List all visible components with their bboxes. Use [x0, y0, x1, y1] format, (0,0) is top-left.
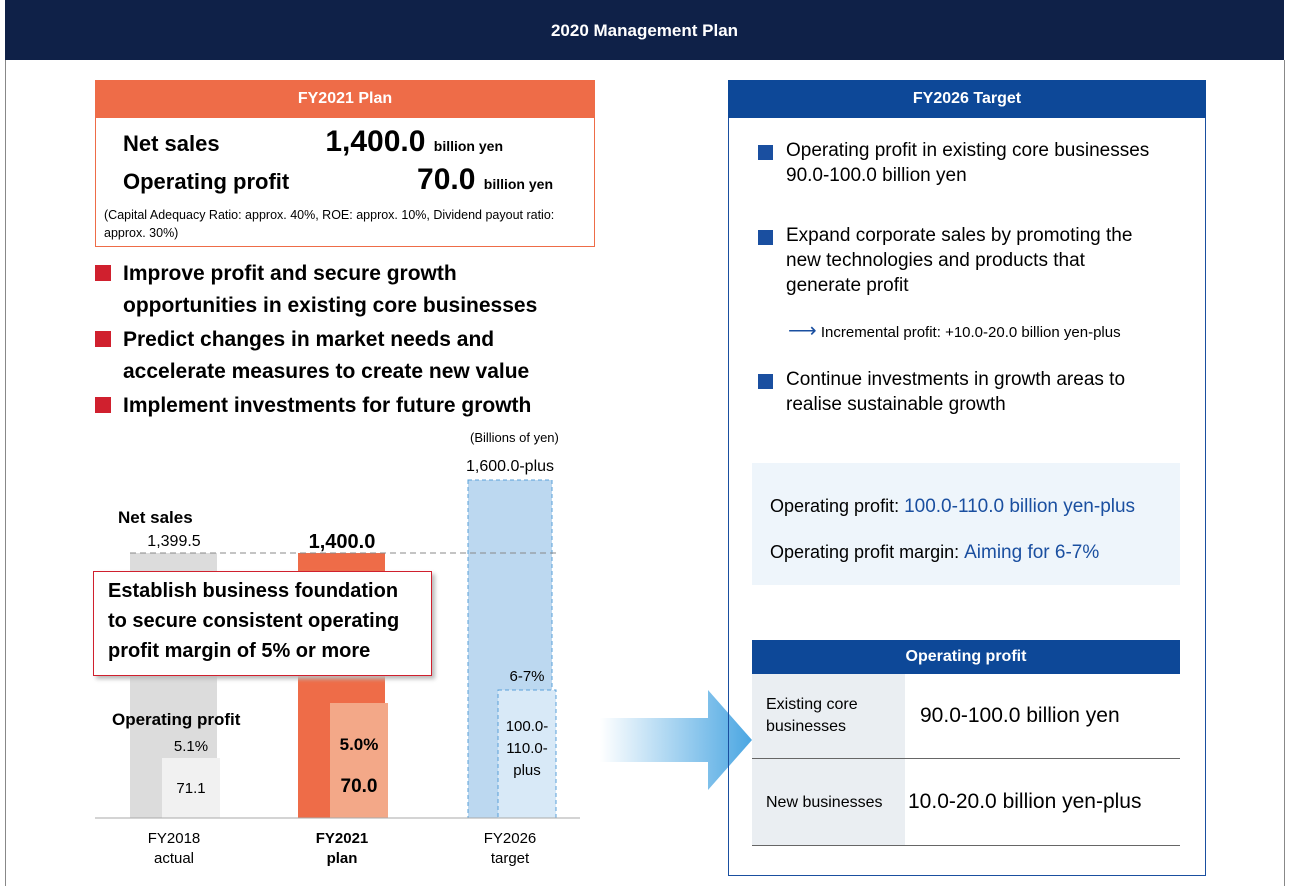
bullet-text: Implement investments for future growth [123, 394, 532, 417]
margin-label: 6-7% [509, 668, 545, 685]
net-sales-label: 1,400.0 [308, 531, 376, 553]
bullet-text: Operating profit in existing core busine… [786, 140, 1150, 161]
op-bar-fy2018 [162, 758, 220, 818]
bullet-text: Improve profit and secure growth opportu… [123, 262, 538, 317]
callout-line: Establish business foundation [108, 580, 399, 602]
op-label: 100.0- [505, 718, 549, 735]
op-label: 70.0 [340, 776, 378, 797]
plan-unit: billion yen [433, 138, 503, 154]
header-bar [5, 0, 1284, 60]
plan-unit: billion yen [483, 176, 553, 192]
frame [5, 60, 1285, 886]
table-label-column [752, 674, 905, 845]
bullet-square [758, 145, 773, 160]
plan-number: 70.0 [417, 163, 476, 196]
arrow [600, 690, 752, 790]
summary: Operating profit margin: Aiming for 6-7% [770, 542, 1099, 564]
header-title: 2020 Management Plan [550, 21, 739, 40]
op-label: plus [513, 762, 541, 779]
net-sales-label: 1,399.5 [147, 533, 201, 550]
bullet-text: new technologies and products that [786, 250, 1085, 271]
op-label: 110.0- [506, 740, 548, 757]
summary: Operating profit: 100.0-110.0 billion ye… [770, 496, 1135, 518]
bullet-text: Predict changes in market needs and acce… [123, 328, 530, 383]
table-rule [752, 845, 1180, 846]
margin-label: 5.1% [173, 738, 209, 755]
plan-value: 1,400.0 billion yen [325, 124, 503, 164]
bullet-text: Continue investments in growth areas to [786, 369, 1126, 390]
bullet-text: Expand corporate sales by promoting the [786, 225, 1133, 246]
category-label: actual [153, 850, 195, 867]
bullet-text: generate profit [786, 275, 909, 296]
summary-label: Operating profit: [770, 496, 905, 516]
bullet-square [95, 397, 111, 413]
bullet-square [95, 331, 111, 347]
category-label: target [490, 850, 530, 867]
table-cell: 90.0-100.0 billion yen [920, 704, 1120, 727]
category-label: FY2021 [315, 830, 369, 847]
plan-number: 1,400.0 [325, 125, 426, 158]
category-label: FY2026 [483, 830, 537, 847]
incremental: ⟶ Incremental profit: +10.0-20.0 billion… [788, 320, 1121, 344]
bullet-square [758, 374, 773, 389]
summary-value: Aiming for 6-7% [964, 542, 1100, 563]
plan-title: FY2021 Plan [95, 80, 595, 118]
bullet-text: realise sustainable growth [786, 394, 1006, 415]
op-label: 71.1 [176, 780, 206, 797]
bullet-text: 90.0-100.0 billion yen [786, 165, 967, 186]
arrow-icon: ⟶ [788, 320, 817, 342]
table-cell: Existing core businesses [766, 696, 858, 735]
plan-value: 70.0 billion yen [417, 162, 553, 202]
bullet-square [95, 265, 111, 281]
callout-line: to secure consistent operating [108, 610, 400, 632]
op-bar-fy2026 [497, 689, 557, 819]
series-label: Operating profit [112, 710, 241, 729]
series-label: Net sales [118, 508, 193, 527]
op-bar-fy2021 [330, 703, 388, 818]
net-sales-label: 1,600.0-plus [465, 458, 555, 475]
plan-label: Operating profit [123, 169, 290, 194]
table-cell: New businesses [766, 794, 883, 811]
summary-box [752, 463, 1180, 585]
plan-note: (Capital Adequacy Ratio: approx. 40%, RO… [104, 208, 555, 240]
incremental-text: Incremental profit: +10.0-20.0 billion y… [820, 324, 1121, 341]
category-label: FY2018 [147, 830, 201, 847]
callout-line: profit margin of 5% or more [108, 640, 371, 662]
summary-label: Operating profit margin: [770, 542, 965, 562]
plan-label: Net sales [123, 131, 220, 156]
target-title: FY2026 Target [728, 80, 1206, 118]
unit-note: (Billions of yen) [470, 430, 559, 445]
table-rule [752, 758, 1180, 759]
table-cell: 10.0-20.0 billion yen-plus [908, 790, 1142, 813]
summary-value: 100.0-110.0 billion yen-plus [904, 496, 1136, 517]
table-header: Operating profit [752, 640, 1180, 674]
bullet-square [758, 230, 773, 245]
margin-label: 5.0% [339, 735, 379, 754]
category-label: plan [326, 850, 358, 867]
callout [93, 571, 432, 676]
